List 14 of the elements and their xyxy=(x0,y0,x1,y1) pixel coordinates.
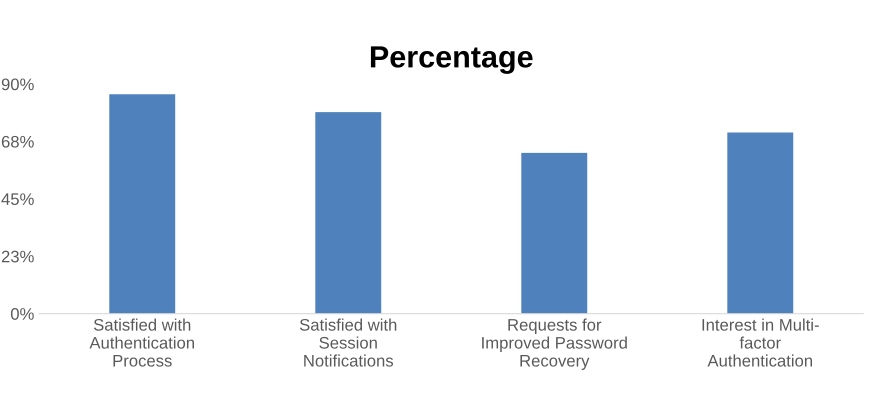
bar xyxy=(727,132,794,314)
bar xyxy=(109,94,176,314)
bar xyxy=(521,152,588,314)
x-tick-label: Requests for Improved Password Recovery xyxy=(482,318,627,370)
chart-title: Percentage xyxy=(370,46,533,74)
bar xyxy=(315,112,382,314)
y-tick-label: 23% xyxy=(2,250,34,262)
y-tick-label: 0% xyxy=(10,308,34,320)
x-tick-label: Interest in Multi- factor Authentication xyxy=(702,318,819,367)
y-tick-label: 68% xyxy=(2,136,34,148)
y-tick-label: 90% xyxy=(2,78,34,90)
y-tick-label: 45% xyxy=(1,193,34,206)
x-tick-label: Satisfied with Authentication Process xyxy=(89,318,194,367)
x-tick-label: Satisfied with Session Notifications xyxy=(300,318,396,367)
